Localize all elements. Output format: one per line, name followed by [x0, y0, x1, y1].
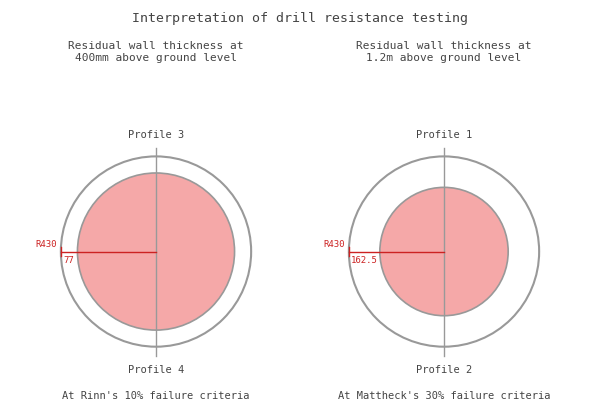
Text: At Mattheck's 30% failure criteria: At Mattheck's 30% failure criteria	[338, 390, 550, 400]
Text: Profile 1: Profile 1	[416, 129, 472, 139]
Text: 162.5: 162.5	[351, 255, 378, 264]
Text: Profile 3: Profile 3	[128, 129, 184, 139]
Text: R430: R430	[35, 240, 56, 249]
Text: Residual wall thickness at
1.2m above ground level: Residual wall thickness at 1.2m above gr…	[356, 41, 532, 63]
Text: 77: 77	[63, 255, 74, 264]
Text: R430: R430	[323, 240, 344, 249]
Text: Profile 2: Profile 2	[416, 365, 472, 375]
Text: Residual wall thickness at
400mm above ground level: Residual wall thickness at 400mm above g…	[68, 41, 244, 63]
Ellipse shape	[380, 188, 508, 316]
Text: At Rinn's 10% failure criteria: At Rinn's 10% failure criteria	[62, 390, 250, 400]
Text: Interpretation of drill resistance testing: Interpretation of drill resistance testi…	[132, 12, 468, 25]
Ellipse shape	[61, 157, 251, 347]
Ellipse shape	[349, 157, 539, 347]
Text: Profile 4: Profile 4	[128, 365, 184, 375]
Ellipse shape	[77, 173, 235, 330]
